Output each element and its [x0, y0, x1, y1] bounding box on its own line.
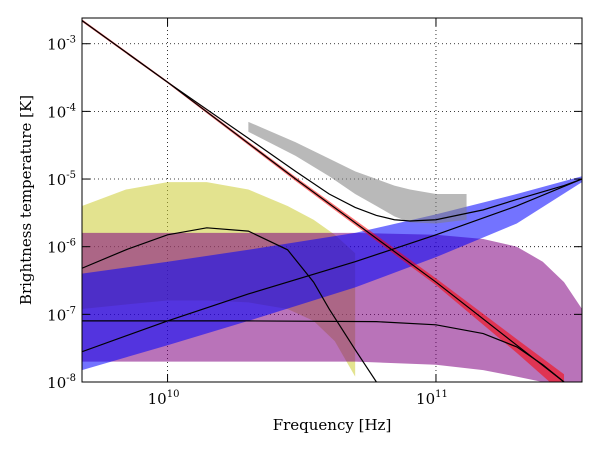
y-tick-label-1: 10-4 [47, 102, 76, 121]
y-axis-label: Brightness temperature [K] [17, 95, 35, 305]
series-band-2 [82, 176, 582, 371]
x-tick-label-0: 1010 [148, 389, 180, 408]
series-line-9 [82, 320, 565, 382]
plot-frame [81, 17, 583, 383]
series-band-4 [82, 19, 565, 382]
y-tick-label-0: 10-3 [47, 35, 76, 54]
y-tick-label-5: 10-8 [47, 373, 76, 392]
y-tick-label-4: 10-7 [47, 305, 76, 324]
y-tick-label-2: 10-5 [47, 170, 76, 189]
y-tick-label-3: 10-6 [47, 238, 76, 257]
series-band-3 [248, 121, 467, 224]
series-line-8 [82, 227, 377, 382]
series-layer [82, 19, 582, 382]
ticks: 1010 1011 10-3 10-4 10-5 10-6 10-7 10-8 [47, 18, 582, 408]
x-tick-label-1: 1011 [416, 389, 448, 408]
x-axis-label: Frequency [Hz] [273, 416, 392, 434]
series-line-6 [82, 20, 582, 222]
